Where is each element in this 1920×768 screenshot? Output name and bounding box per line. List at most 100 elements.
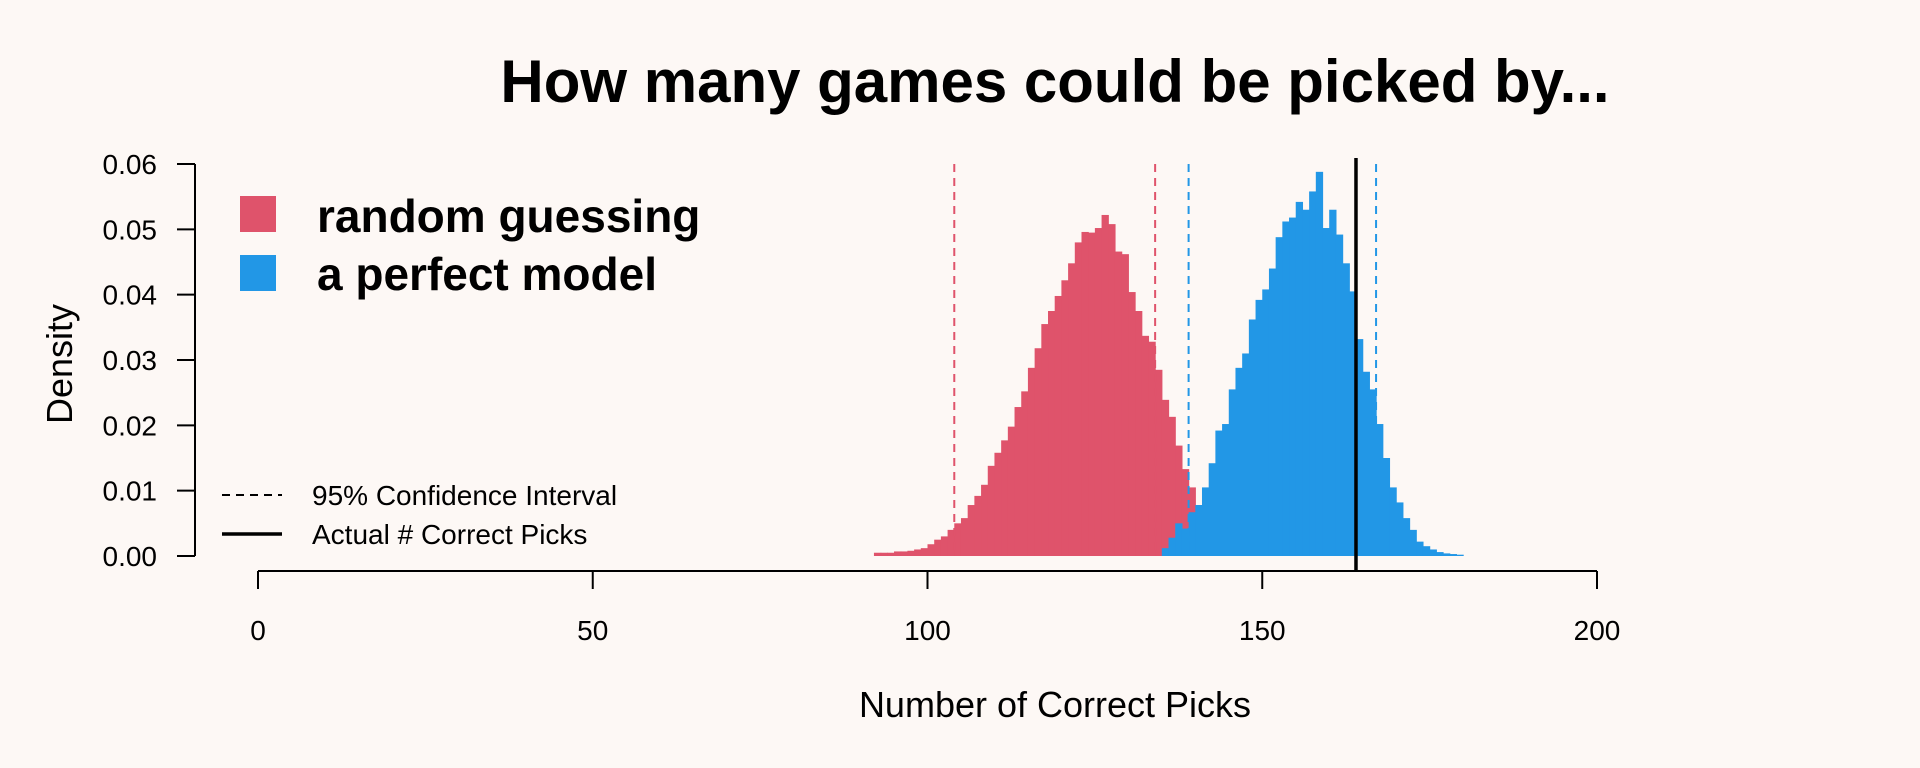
bar-random-guessing — [1148, 341, 1156, 556]
bar-a-perfect-model — [1195, 505, 1203, 556]
bar-a-perfect-model — [1429, 549, 1437, 556]
bar-a-perfect-model — [1255, 299, 1263, 556]
bar-a-perfect-model — [1235, 367, 1243, 556]
bar-a-perfect-model — [1188, 512, 1196, 556]
bar-a-perfect-model — [1443, 553, 1451, 556]
reference-lines-layer — [953, 158, 1378, 570]
bar-random-guessing — [960, 518, 969, 556]
legend-label-actual-picks: Actual # Correct Picks — [312, 519, 587, 550]
bar-random-guessing — [1034, 348, 1042, 556]
bar-random-guessing — [1168, 416, 1176, 556]
bar-a-perfect-model — [1329, 209, 1337, 557]
line-legend: 95% Confidence Interval Actual # Correct… — [222, 480, 617, 550]
legend-swatch-perfect-model — [240, 255, 276, 291]
bar-a-perfect-model — [1289, 217, 1297, 556]
bar-random-guessing — [1181, 469, 1190, 556]
bar-a-perfect-model — [1295, 201, 1304, 556]
bar-a-perfect-model — [1355, 339, 1364, 556]
bar-random-guessing — [974, 495, 982, 556]
legend-label-perfect-model: a perfect model — [317, 248, 657, 300]
bar-a-perfect-model — [1322, 228, 1330, 556]
bar-a-perfect-model — [1396, 502, 1404, 556]
bar-random-guessing — [1074, 242, 1083, 556]
bar-a-perfect-model — [1409, 529, 1417, 556]
fill-legend: random guessing a perfect model — [240, 190, 700, 300]
y-axis-title: Density — [39, 304, 80, 424]
bar-random-guessing — [1007, 426, 1016, 556]
bar-a-perfect-model — [1275, 237, 1283, 557]
bar-random-guessing — [1121, 254, 1129, 556]
bar-random-guessing — [894, 551, 902, 556]
bar-a-perfect-model — [1342, 263, 1350, 556]
chart-title: How many games could be picked by... — [500, 48, 1609, 115]
bar-random-guessing — [1014, 407, 1022, 556]
bar-a-perfect-model — [1248, 319, 1257, 556]
x-tick-label: 200 — [1574, 615, 1621, 646]
bar-a-perfect-model — [1222, 424, 1230, 556]
bar-random-guessing — [947, 529, 955, 556]
x-tick-label: 0 — [250, 615, 266, 646]
bar-random-guessing — [1068, 263, 1076, 556]
bar-random-guessing — [1114, 251, 1123, 557]
bar-random-guessing — [920, 548, 929, 556]
bar-random-guessing — [873, 552, 882, 556]
bar-random-guessing — [1175, 445, 1183, 556]
bar-random-guessing — [967, 505, 975, 556]
y-tick-label: 0.02 — [103, 410, 158, 441]
bar-random-guessing — [1041, 324, 1049, 556]
bar-random-guessing — [940, 536, 949, 556]
y-tick-label: 0.05 — [103, 214, 158, 245]
bar-random-guessing — [1021, 391, 1029, 556]
bar-random-guessing — [1054, 295, 1062, 556]
bar-a-perfect-model — [1315, 171, 1324, 556]
x-axis: 0 50 100 150 200 — [250, 570, 1621, 646]
bar-random-guessing — [1027, 367, 1036, 556]
bar-a-perfect-model — [1242, 353, 1250, 556]
x-tick-label: 150 — [1239, 615, 1286, 646]
bar-a-perfect-model — [1402, 518, 1411, 556]
bar-random-guessing — [887, 552, 895, 556]
bar-random-guessing — [934, 539, 942, 556]
bar-a-perfect-model — [1228, 389, 1237, 556]
bar-a-perfect-model — [1208, 463, 1216, 556]
bar-a-perfect-model — [1362, 371, 1370, 556]
bar-a-perfect-model — [1268, 268, 1277, 556]
bar-random-guessing — [1141, 335, 1150, 556]
x-axis-title: Number of Correct Picks — [859, 684, 1251, 725]
bar-a-perfect-model — [1175, 523, 1183, 556]
y-tick-label: 0.04 — [103, 280, 158, 311]
bar-random-guessing — [987, 465, 996, 556]
bar-random-guessing — [1161, 399, 1170, 556]
bar-a-perfect-model — [1161, 548, 1170, 556]
bar-a-perfect-model — [1282, 221, 1290, 557]
bar-random-guessing — [927, 544, 935, 556]
legend-swatch-random-guessing — [240, 196, 276, 232]
bar-random-guessing — [1048, 311, 1056, 556]
bar-random-guessing — [981, 484, 989, 556]
bar-a-perfect-model — [1369, 389, 1377, 556]
y-tick-label: 0.03 — [103, 345, 158, 376]
bar-a-perfect-model — [1436, 552, 1444, 556]
bar-a-perfect-model — [1382, 458, 1391, 556]
bar-random-guessing — [1088, 232, 1096, 556]
bar-random-guessing — [914, 549, 922, 556]
bar-a-perfect-model — [1376, 424, 1384, 556]
bars-layer — [873, 171, 1464, 557]
bar-random-guessing — [900, 551, 909, 556]
bar-random-guessing — [1135, 311, 1143, 556]
bar-random-guessing — [954, 523, 962, 556]
y-tick-label: 0.01 — [103, 476, 158, 507]
bar-a-perfect-model — [1416, 541, 1424, 556]
bar-a-perfect-model — [1309, 191, 1317, 556]
bar-a-perfect-model — [1335, 234, 1344, 556]
bar-random-guessing — [907, 550, 915, 556]
bar-random-guessing — [1155, 369, 1163, 556]
bar-a-perfect-model — [1302, 209, 1310, 557]
y-tick-label: 0.06 — [103, 149, 158, 180]
x-tick-label: 50 — [577, 615, 608, 646]
bar-random-guessing — [994, 452, 1002, 556]
x-tick-label: 100 — [904, 615, 951, 646]
bar-a-perfect-model — [1449, 554, 1457, 556]
bar-a-perfect-model — [1456, 554, 1464, 556]
